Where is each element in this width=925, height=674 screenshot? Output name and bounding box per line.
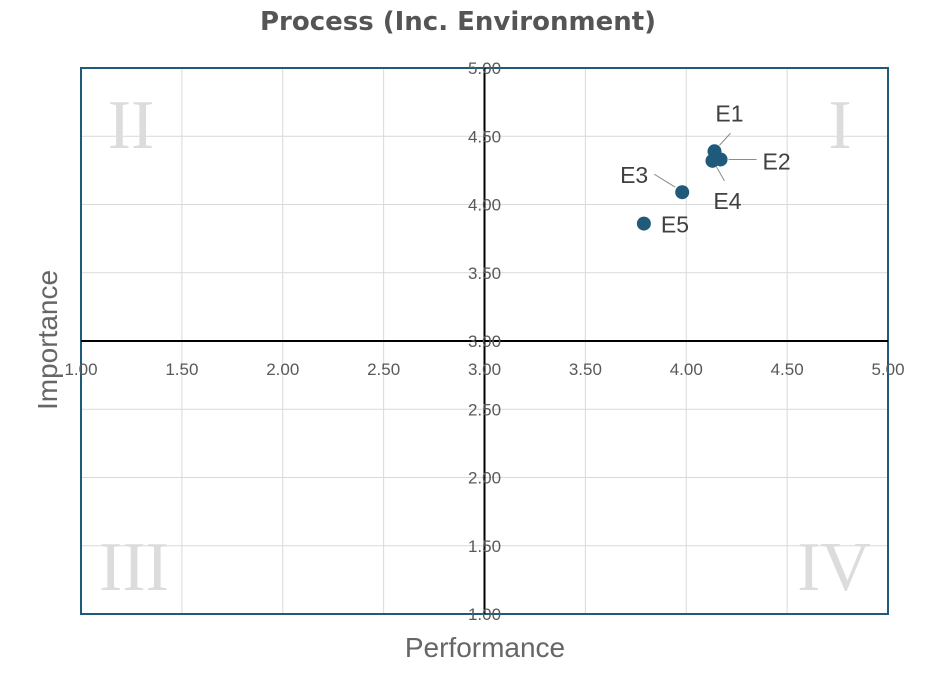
tick-labels: 1.00 1.50 2.00 2.50 3.00 3.50 4.00 4.50 5.00 1.00… <box>64 59 904 624</box>
point-label-e5: E5 <box>661 212 689 238</box>
x-tick-label: 4.50 <box>771 360 804 379</box>
y-tick-label: 1.50 <box>468 537 501 556</box>
quadrant-label-iii: III <box>99 529 169 606</box>
y-tick-label: 4.50 <box>468 127 501 146</box>
x-tick-label: 3.50 <box>569 360 602 379</box>
quadrant-label-i: I <box>828 87 851 164</box>
data-point-e4 <box>705 153 720 168</box>
leader-lines <box>653 132 757 188</box>
point-labels: E1 E2 E3 E4 E5 <box>620 100 791 237</box>
leader-line-e4 <box>716 166 725 182</box>
y-tick-label: 3.00 <box>468 332 501 351</box>
x-tick-label: 2.50 <box>367 360 400 379</box>
y-tick-label: 1.00 <box>468 605 501 624</box>
data-point-e3 <box>675 185 690 200</box>
quadrant-label-iv: IV <box>797 529 871 606</box>
point-label-e3: E3 <box>620 162 648 188</box>
chart-title: Process (Inc. Environment) <box>260 7 656 37</box>
x-tick-label: 4.00 <box>670 360 703 379</box>
x-tick-label: 3.00 <box>468 360 501 379</box>
data-point-e5 <box>636 216 651 231</box>
x-tick-label: 5.00 <box>871 360 904 379</box>
y-tick-label: 2.50 <box>468 400 501 419</box>
quadrant-label-ii: II <box>108 87 155 164</box>
x-tick-label: 1.00 <box>64 360 97 379</box>
point-label-e2: E2 <box>763 148 791 174</box>
x-tick-label: 2.00 <box>266 360 299 379</box>
quadrant-labels: II I III IV <box>99 87 871 606</box>
point-label-e1: E1 <box>715 100 743 126</box>
x-tick-label: 1.50 <box>165 360 198 379</box>
leader-line-e3 <box>653 173 676 188</box>
leader-line-e1 <box>719 132 731 146</box>
y-tick-label: 5.00 <box>468 59 501 78</box>
y-tick-label: 4.00 <box>468 196 501 215</box>
crosshair-axes <box>81 68 888 614</box>
x-axis-title: Performance <box>405 632 565 663</box>
y-axis-title: Importance <box>32 270 63 410</box>
y-tick-label: 3.50 <box>468 264 501 283</box>
y-tick-label: 2.00 <box>468 469 501 488</box>
data-points <box>636 144 728 231</box>
point-label-e4: E4 <box>713 188 741 214</box>
